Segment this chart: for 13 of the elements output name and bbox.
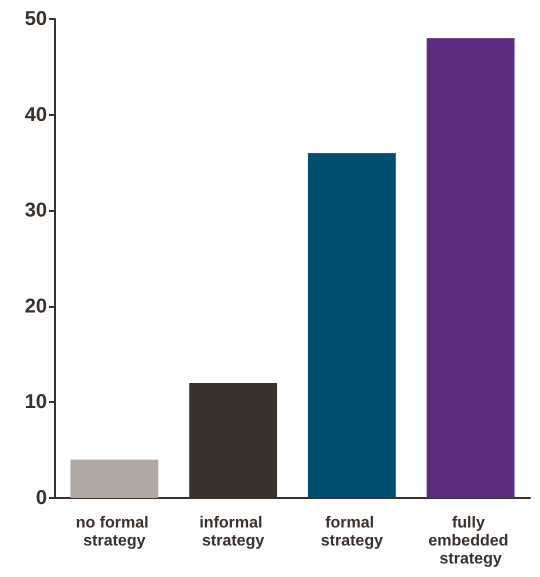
y-tick-label: 30 <box>24 200 47 222</box>
y-tick-label: 10 <box>24 391 47 414</box>
y-tick-label: 20 <box>24 295 47 318</box>
x-tick-label: informal strategy <box>199 514 267 550</box>
x-tick-label: formal strategy <box>320 514 384 550</box>
bar <box>308 153 396 498</box>
x-tick-label: no formal strategy <box>76 514 154 550</box>
y-tick-label: 0 <box>36 487 47 509</box>
x-tick-label: fully embedded strategy <box>428 514 513 568</box>
y-tick-label: 50 <box>24 8 47 30</box>
y-tick-label: 40 <box>24 104 47 126</box>
bar <box>70 460 158 498</box>
bar <box>426 38 515 498</box>
